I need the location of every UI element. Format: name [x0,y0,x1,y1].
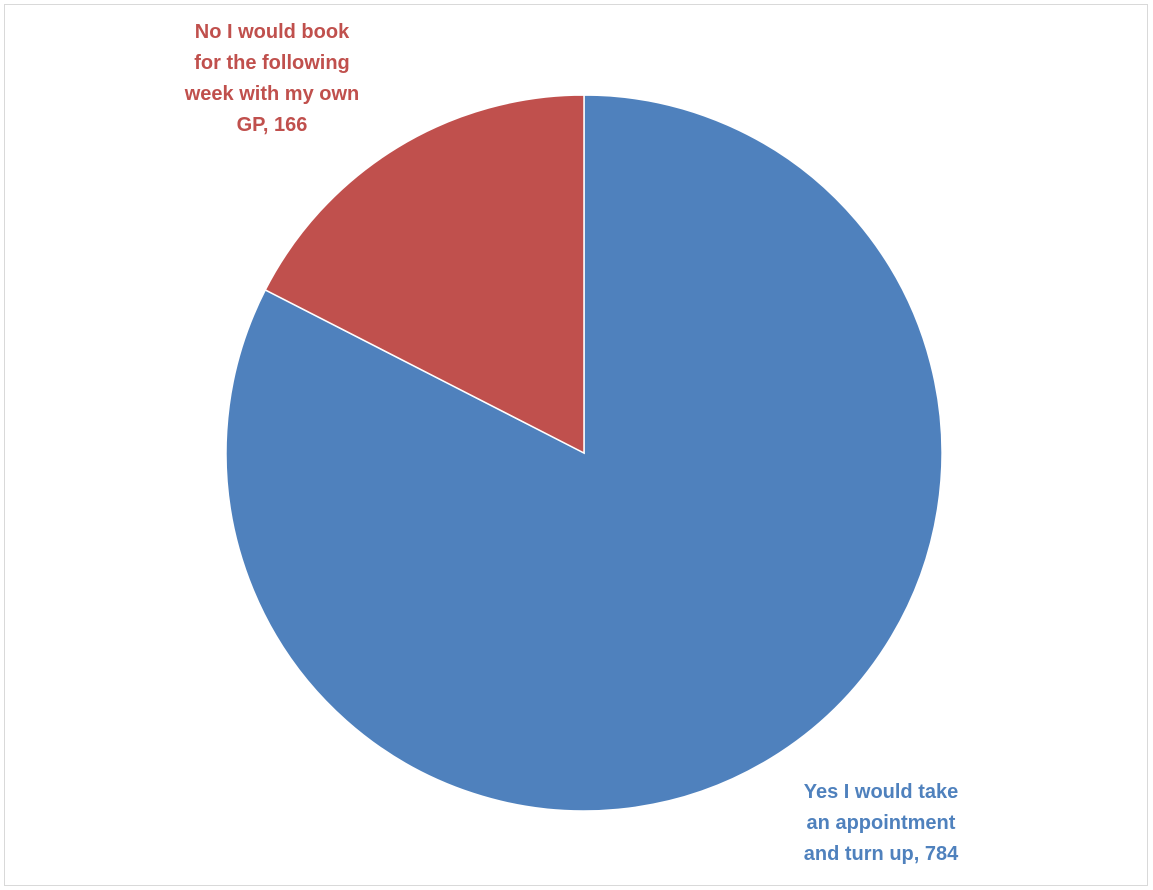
data-label-line: an appointment [807,812,956,834]
data-label-line: for the following [194,52,350,74]
data-label-line: No I would book [195,21,350,43]
pie-slice-yes [225,94,943,812]
data-label-no: No I would book for the following week wit… [184,21,359,136]
pie-slices [225,94,943,812]
pie-slice-no [264,94,585,455]
pie-data-labels: Yes I would take an appointment and turn u… [184,21,959,865]
data-label-line: and turn up, 784 [804,843,959,865]
data-label-line: week with my own [184,83,359,105]
data-label-yes: Yes I would take an appointment and turn u… [804,781,959,865]
data-label-line: Yes I would take [804,781,959,803]
data-label-line: GP, 166 [237,114,308,136]
